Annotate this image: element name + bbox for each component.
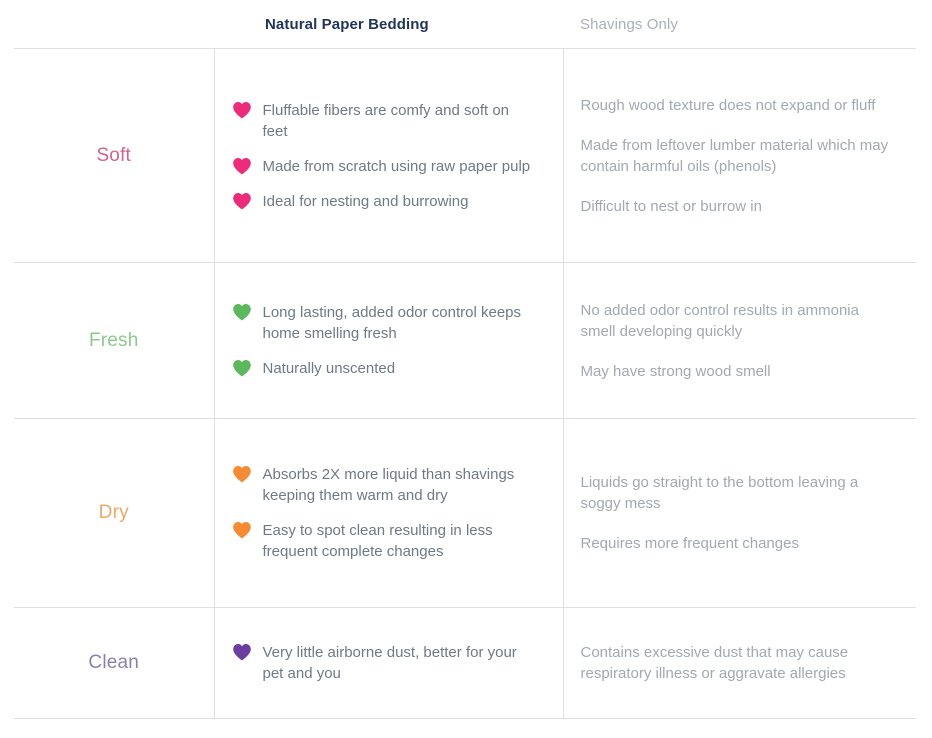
pros-list: Very little airborne dust, better for yo… bbox=[232, 642, 533, 684]
cons-cell-dry: Liquids go straight to the bottom leavin… bbox=[562, 418, 916, 608]
pros-list-item: Long lasting, added odor control keeps h… bbox=[232, 302, 533, 344]
heart-icon bbox=[232, 157, 252, 176]
cons-text: No added odor control results in ammonia… bbox=[580, 301, 859, 340]
pros-list-item: Fluffable fibers are comfy and soft on f… bbox=[232, 100, 533, 142]
pros-text: Fluffable fibers are comfy and soft on f… bbox=[262, 101, 510, 140]
heart-icon bbox=[232, 359, 252, 378]
table-row-dry: Dry Absorbs 2X more liquid than shavings … bbox=[14, 418, 916, 608]
heart-icon bbox=[232, 192, 252, 211]
pros-text: Easy to spot clean resulting in less fre… bbox=[262, 522, 493, 560]
pros-text: Long lasting, added odor control keeps h… bbox=[262, 304, 522, 342]
table-row-fresh: Fresh Long lasting, added odor control ke… bbox=[14, 262, 916, 419]
cons-cell-soft: Rough wood texture does not expand or fl… bbox=[562, 48, 916, 263]
table-row-soft: Soft Fluffable fibers are comfy and soft … bbox=[14, 48, 916, 263]
cons-text: Requires more frequent changes bbox=[580, 535, 799, 552]
cons-list: Liquids go straight to the bottom leavin… bbox=[581, 472, 895, 554]
pros-list-item: Easy to spot clean resulting in less fre… bbox=[232, 520, 533, 562]
pros-list-item: Naturally unscented bbox=[232, 358, 533, 379]
pros-text: Ideal for nesting and burrowing bbox=[262, 192, 469, 210]
attribute-label: Clean bbox=[88, 652, 140, 673]
pros-list: Fluffable fibers are comfy and soft on f… bbox=[232, 100, 533, 212]
table-body: Soft Fluffable fibers are comfy and soft … bbox=[14, 48, 916, 719]
bedding-comparison-table: Natural Paper Bedding Shavings Only Soft… bbox=[14, 0, 916, 719]
pros-list: Long lasting, added odor control keeps h… bbox=[232, 302, 533, 379]
cons-text: Made from leftover lumber material which… bbox=[580, 136, 889, 175]
attribute-cell-soft: Soft bbox=[14, 48, 214, 263]
pros-cell-fresh: Long lasting, added odor control keeps h… bbox=[213, 262, 563, 419]
header-row: Natural Paper Bedding Shavings Only bbox=[14, 0, 916, 49]
cons-text: Difficult to nest or burrow in bbox=[580, 197, 762, 215]
cons-text: Rough wood texture does not expand or fl… bbox=[580, 96, 876, 114]
attribute-label: Dry bbox=[98, 502, 129, 523]
cons-text: Contains excessive dust that may cause r… bbox=[580, 644, 849, 682]
pros-text: Naturally unscented bbox=[262, 360, 396, 377]
pros-list-item: Ideal for nesting and burrowing bbox=[232, 191, 533, 212]
cons-list: Rough wood texture does not expand or fl… bbox=[581, 95, 895, 217]
pros-list: Absorbs 2X more liquid than shavings kee… bbox=[232, 464, 533, 562]
attribute-label: Soft bbox=[96, 144, 132, 166]
pros-cell-soft: Fluffable fibers are comfy and soft on f… bbox=[213, 48, 563, 263]
attribute-cell-fresh: Fresh bbox=[14, 262, 214, 419]
pros-cell-dry: Absorbs 2X more liquid than shavings kee… bbox=[213, 418, 563, 608]
cons-list: No added odor control results in ammonia… bbox=[581, 300, 895, 382]
pros-list-item: Absorbs 2X more liquid than shavings kee… bbox=[232, 464, 533, 506]
cons-list: Contains excessive dust that may cause r… bbox=[581, 642, 895, 684]
header-shavings-only: Shavings Only bbox=[563, 0, 916, 49]
heart-icon bbox=[232, 465, 252, 484]
pros-text: Made from scratch using raw paper pulp bbox=[262, 157, 531, 175]
cons-text: Liquids go straight to the bottom leavin… bbox=[580, 474, 859, 512]
heart-icon bbox=[232, 521, 252, 540]
heart-icon bbox=[232, 101, 252, 120]
header-natural-paper-bedding: Natural Paper Bedding bbox=[214, 0, 563, 49]
attribute-cell-clean: Clean bbox=[14, 607, 214, 719]
attribute-cell-dry: Dry bbox=[14, 418, 214, 608]
table-header: Natural Paper Bedding Shavings Only bbox=[14, 0, 916, 49]
attribute-label: Fresh bbox=[88, 329, 139, 351]
pros-text: Very little airborne dust, better for yo… bbox=[262, 644, 517, 682]
pros-list-item: Very little airborne dust, better for yo… bbox=[232, 642, 533, 684]
pros-cell-clean: Very little airborne dust, better for yo… bbox=[213, 607, 563, 719]
cons-cell-clean: Contains excessive dust that may cause r… bbox=[562, 607, 916, 719]
pros-list-item: Made from scratch using raw paper pulp bbox=[232, 156, 533, 177]
heart-icon bbox=[232, 643, 252, 662]
heart-icon bbox=[232, 303, 252, 322]
cons-text: May have strong wood smell bbox=[580, 362, 771, 380]
header-attribute-column bbox=[14, 0, 214, 49]
pros-text: Absorbs 2X more liquid than shavings kee… bbox=[262, 466, 515, 504]
table-row-clean: Clean Very little airborne dust, better f… bbox=[14, 607, 916, 719]
cons-cell-fresh: No added odor control results in ammonia… bbox=[562, 262, 916, 419]
